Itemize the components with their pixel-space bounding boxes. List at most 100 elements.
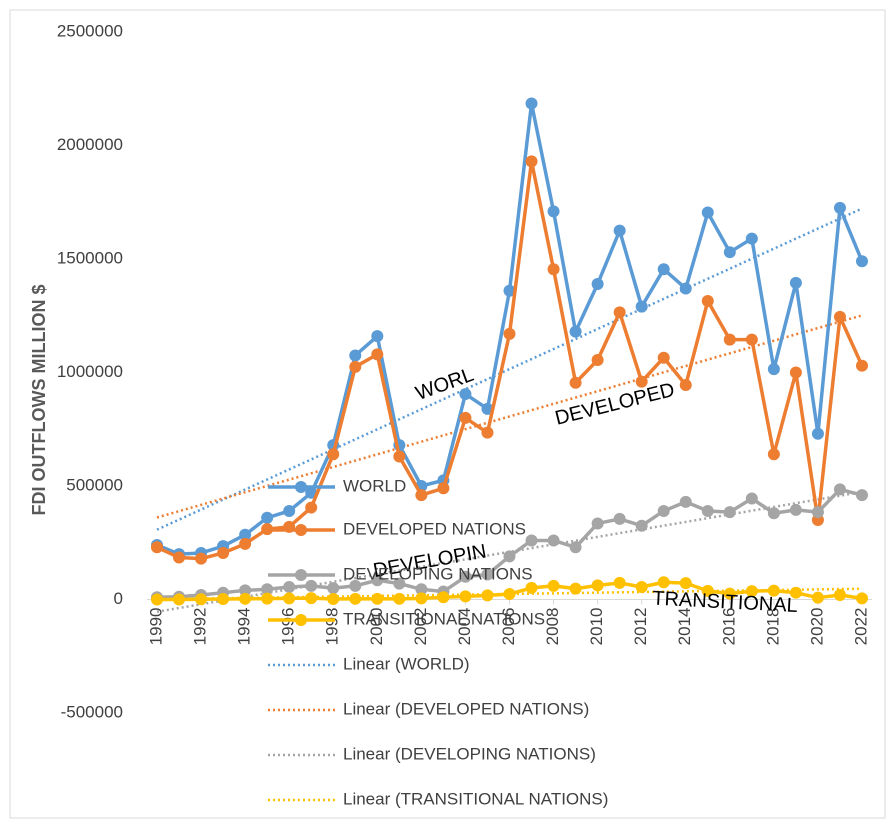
data-point [415, 489, 428, 502]
data-point [767, 584, 780, 597]
data-point [701, 584, 714, 597]
data-point [481, 589, 494, 602]
data-point [833, 201, 846, 214]
y-tick-label: 0 [114, 589, 123, 608]
data-point [591, 354, 604, 367]
data-point [591, 277, 604, 290]
data-point [239, 537, 252, 550]
data-point [569, 325, 582, 338]
data-point [283, 504, 296, 517]
data-point [679, 577, 692, 590]
data-point [151, 541, 163, 554]
data-point [856, 359, 868, 372]
data-point [349, 360, 362, 373]
data-point [856, 255, 868, 268]
data-point [481, 426, 494, 439]
data-point [767, 363, 780, 376]
legend-label: WORLD [343, 476, 406, 495]
data-point [547, 263, 560, 276]
data-point [547, 205, 560, 218]
data-point [745, 333, 758, 346]
data-point [459, 570, 472, 583]
x-tick-label: 1992 [191, 608, 210, 646]
data-point [481, 568, 494, 581]
data-point [547, 534, 560, 547]
data-point [349, 579, 362, 592]
legend-label: Linear (DEVELOPED NATIONS) [343, 699, 589, 718]
data-point [283, 581, 296, 594]
data-point [856, 489, 868, 502]
x-tick-label: 1994 [235, 608, 254, 646]
x-tick-label: 2016 [719, 608, 738, 646]
data-point [657, 504, 670, 517]
data-point [349, 349, 362, 362]
y-tick-label: 2500000 [57, 21, 123, 40]
x-tick-label: 2000 [367, 608, 386, 646]
data-point [789, 503, 802, 516]
data-point [591, 517, 604, 530]
y-tick-label: 2000000 [57, 135, 123, 154]
data-point [525, 534, 538, 547]
data-point [261, 592, 274, 605]
data-point [657, 263, 670, 276]
data-point [811, 506, 824, 519]
data-point [833, 310, 846, 323]
data-point [349, 592, 362, 605]
legend-marker [295, 524, 307, 536]
data-point [701, 294, 714, 307]
y-tick-label: 1000000 [57, 362, 123, 381]
data-point [393, 592, 406, 605]
legend-label: TRANSITIONAL NATIONS [343, 609, 545, 628]
data-point [789, 586, 802, 599]
x-tick-label: 2018 [763, 608, 782, 646]
legend-label: Linear (TRANSITIONAL NATIONS) [343, 789, 608, 808]
data-point [305, 592, 318, 605]
data-point [613, 306, 626, 319]
data-point [635, 375, 648, 388]
data-point [767, 448, 780, 461]
data-point [327, 582, 340, 595]
legend-label: Linear (WORLD) [343, 654, 470, 673]
data-point [701, 206, 714, 219]
x-tick-label: 1990 [146, 608, 165, 646]
data-point [723, 246, 736, 259]
data-point [856, 592, 868, 605]
data-point [503, 588, 516, 601]
data-point [239, 528, 252, 541]
data-point [811, 427, 824, 440]
data-point [305, 579, 318, 592]
data-point [261, 523, 274, 536]
x-tick-label: 2010 [587, 608, 606, 646]
data-point [569, 376, 582, 389]
data-point [569, 582, 582, 595]
data-point [789, 366, 802, 379]
data-point [569, 541, 582, 554]
data-point [635, 519, 648, 532]
y-axis-label: FDI OUTFLOWS MILLION $ [29, 285, 49, 516]
data-point [767, 507, 780, 520]
data-point [635, 581, 648, 594]
y-tick-label: 1500000 [57, 248, 123, 267]
data-point [503, 550, 516, 563]
data-point [657, 351, 670, 364]
data-point [173, 551, 186, 564]
data-point [327, 593, 340, 606]
x-tick-label: 2014 [675, 608, 694, 646]
data-point [745, 492, 758, 505]
data-point [371, 592, 384, 605]
data-point [437, 591, 450, 604]
data-point [745, 585, 758, 598]
data-point [371, 330, 384, 343]
data-point [261, 583, 274, 596]
data-point [371, 574, 384, 587]
data-point [525, 581, 538, 594]
data-point [195, 552, 208, 565]
data-point [415, 592, 428, 605]
data-point [283, 592, 296, 605]
data-point [151, 593, 163, 606]
data-point [723, 506, 736, 519]
data-point [547, 579, 560, 592]
legend-marker [295, 481, 307, 493]
x-tick-label: 2008 [543, 608, 562, 646]
